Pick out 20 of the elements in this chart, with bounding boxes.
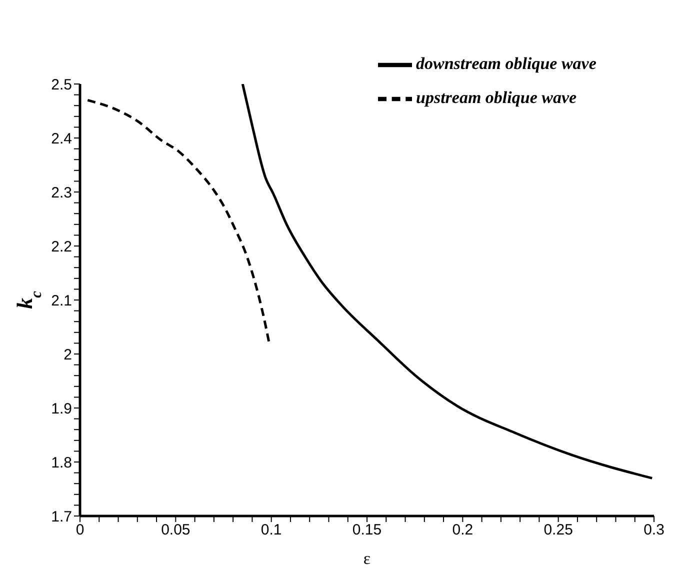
y-tick-label: 1.8 <box>51 454 72 472</box>
y-tick-label: 2.1 <box>51 292 72 310</box>
legend-label: downstream oblique wave <box>416 54 596 73</box>
x-tick-label: 0.25 <box>544 522 573 539</box>
x-tick-label: 0.3 <box>644 522 664 539</box>
y-tick-label: 2.3 <box>51 184 72 202</box>
y-tick-label: 1.9 <box>51 400 72 418</box>
legend-label: upstream oblique wave <box>416 88 577 107</box>
x-axis-title: ε <box>363 549 371 568</box>
x-tick-label: 0.2 <box>452 522 474 539</box>
x-tick-label: 0 <box>76 522 84 539</box>
y-tick-label: 2.2 <box>51 238 72 256</box>
line-series <box>241 84 654 480</box>
x-tick-label: 0.15 <box>352 522 382 539</box>
y-tick-label: 2 <box>64 346 72 364</box>
y-tick-label: 1.7 <box>51 508 72 526</box>
y-tick-label: 2.4 <box>51 130 72 148</box>
x-tick-label: 0.05 <box>161 522 190 539</box>
x-tick-label: 0.1 <box>260 522 282 539</box>
y-tick-label: 2.5 <box>51 76 72 94</box>
